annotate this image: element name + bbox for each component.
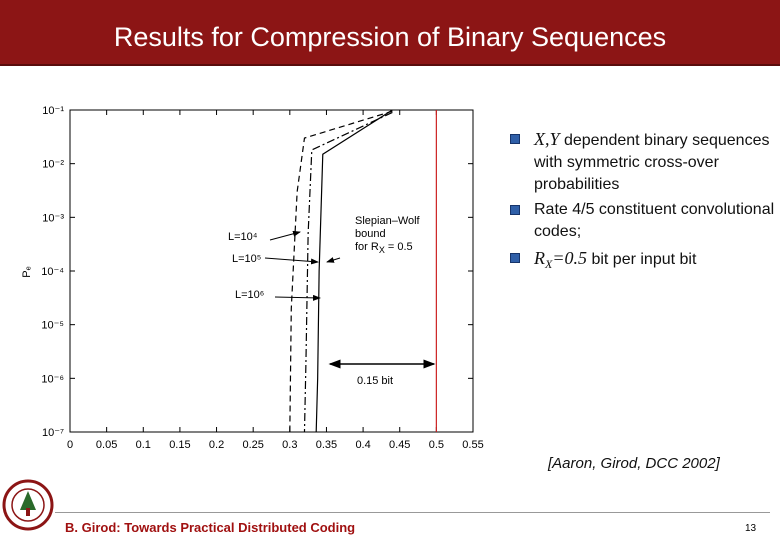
page-number: 13: [745, 523, 757, 534]
bound-label: bound: [355, 228, 386, 240]
x-tick-label: 0.4: [355, 439, 370, 451]
plot-frame: [69, 109, 474, 433]
y-tick-label: 10⁻⁵: [41, 320, 64, 332]
bullet-text: bit per input bit: [591, 251, 697, 268]
x-tick-label: 0.2: [209, 439, 224, 451]
x-tick-label: 0.1: [136, 439, 151, 451]
series-label: L=10⁶: [235, 289, 264, 301]
series-line: [303, 111, 393, 433]
math-sub: X: [545, 257, 553, 272]
x-tick-label: 0.35: [316, 439, 337, 451]
seal: [2, 479, 54, 531]
annotation-arrow: [264, 257, 319, 265]
annotation-arrow: [326, 257, 341, 263]
bound-label: = 0.5: [388, 241, 413, 253]
x-tick-label: 0.25: [242, 439, 263, 451]
slide-title: Results for Compression of Binary Sequen…: [113, 22, 667, 52]
y-axis-label: Pₑ: [21, 266, 33, 277]
bullet-text: dependent binary sequences with symmetri…: [534, 132, 770, 193]
series-line: [289, 110, 393, 433]
bound-label: Slepian–Wolf: [355, 215, 421, 227]
citation: [Aaron, Girod, DCC 2002]: [548, 455, 720, 472]
x-tick-label: 0.5: [429, 439, 444, 451]
bound-label: for R: [355, 241, 379, 253]
x-tick-label: 0.45: [389, 439, 410, 451]
footer-text: B. Girod: Towards Practical Distributed …: [65, 520, 356, 535]
bullet: RX=0.5 bit per input bit: [508, 247, 780, 275]
series-line: [315, 109, 393, 433]
x-tick-label: 0.3: [282, 439, 297, 451]
annotation-arrow: [269, 230, 301, 241]
y-tick-label: 10⁻⁶: [41, 373, 64, 385]
x-tick-label: 0.05: [96, 439, 117, 451]
math: =0.5: [552, 248, 587, 268]
header: Results for Compression of Binary Sequen…: [0, 0, 780, 66]
x-tick-label: 0.55: [462, 439, 483, 451]
y-tick-label: 10⁻¹: [42, 105, 64, 117]
y-tick-label: 10⁻²: [42, 159, 64, 171]
bullet: X,Y dependent binary sequences with symm…: [508, 128, 780, 196]
math: X,Y: [534, 129, 560, 149]
footer-rule: [55, 512, 770, 513]
x-tick-label: 0.15: [169, 439, 190, 451]
y-tick-label: 10⁻³: [42, 212, 64, 224]
annotation-arrow: [274, 294, 321, 301]
math: R: [534, 248, 545, 268]
bullet-text: Rate 4/5 constituent convolutional codes…: [534, 201, 775, 240]
bound-label-sub: X: [379, 245, 385, 255]
y-tick-label: 10⁻⁴: [41, 266, 64, 278]
series-label: L=10⁴: [228, 231, 258, 243]
bullet: Rate 4/5 constituent convolutional codes…: [508, 199, 780, 243]
bound-label: for RX = 0.5: [355, 241, 413, 255]
x-tick-label: 0: [67, 439, 73, 451]
gap-label: 0.15 bit: [357, 375, 393, 387]
series-label: L=10⁵: [232, 253, 261, 265]
y-tick-label: 10⁻⁷: [42, 427, 64, 439]
